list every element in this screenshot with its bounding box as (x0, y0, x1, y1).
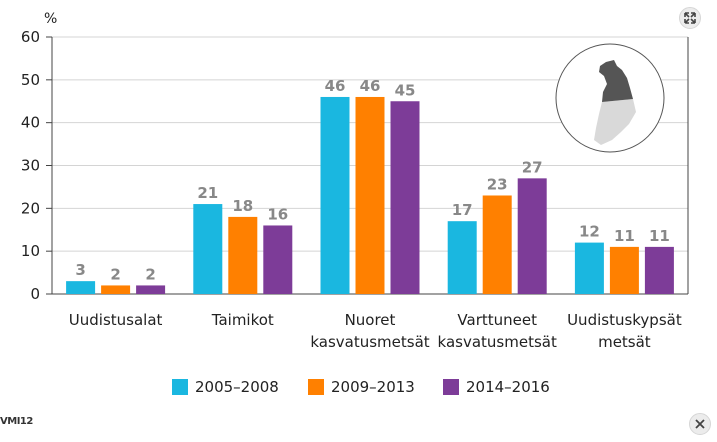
y-tick-label: 30 (21, 157, 40, 175)
legend: 2005–2008 2009–2013 2014–2016 (0, 378, 717, 400)
finland-map-north (599, 60, 633, 102)
bar (517, 178, 547, 294)
bars (66, 96, 674, 294)
category-label: Uudistuskypsät (567, 311, 682, 329)
y-tick-label: 50 (21, 71, 40, 89)
bar (482, 195, 512, 294)
bar (228, 216, 258, 294)
data-label: 2 (145, 265, 155, 283)
finland-map-south (594, 99, 636, 145)
y-tick-label: 10 (21, 242, 40, 260)
close-icon (695, 419, 705, 429)
data-label: 12 (579, 223, 600, 241)
data-label: 45 (395, 81, 416, 99)
bar (193, 204, 223, 294)
legend-label: 2009–2013 (331, 378, 415, 396)
bar (101, 285, 131, 294)
y-tick-label: 0 (30, 285, 40, 303)
category-label: Uudistusalat (69, 311, 163, 329)
data-labels: 3 2 2 21 18 16 46 46 45 17 23 27 12 11 11 (75, 77, 669, 283)
y-tick-label: 60 (21, 28, 40, 46)
data-label: 27 (522, 158, 543, 176)
legend-label: 2005–2008 (195, 378, 279, 396)
y-tick-label: 40 (21, 114, 40, 132)
legend-item: 2009–2013 (308, 378, 415, 396)
data-label: 23 (487, 175, 508, 193)
category-label: kasvatusmetsät (310, 333, 429, 351)
expand-button[interactable] (679, 7, 701, 29)
bar (644, 246, 674, 294)
bar (263, 225, 293, 294)
finland-map-icon (555, 43, 665, 153)
data-label: 3 (75, 261, 85, 279)
category-label: metsät (598, 333, 651, 351)
category-labels: Uudistusalat Taimikot Nuoret kasvatusmetsät… (69, 311, 682, 351)
category-label: kasvatusmetsät (438, 333, 557, 351)
legend-label: 2014–2016 (466, 378, 550, 396)
data-label: 46 (325, 77, 346, 95)
bar (447, 221, 477, 294)
bar (609, 246, 639, 294)
expand-icon (684, 12, 696, 24)
legend-swatch (443, 379, 459, 395)
category-label: Nuoret (345, 311, 396, 329)
legend-swatch (172, 379, 188, 395)
bar (355, 96, 385, 294)
bar (574, 242, 604, 294)
data-label: 11 (614, 227, 635, 245)
close-button[interactable] (689, 413, 711, 435)
source-label: VMI12 (0, 416, 33, 427)
y-unit-label: % (44, 11, 57, 27)
y-tick-label: 20 (21, 199, 40, 217)
bar (66, 281, 96, 294)
data-label: 21 (197, 184, 218, 202)
data-label: 11 (649, 227, 670, 245)
data-label: 18 (232, 197, 253, 215)
category-label: Taimikot (211, 311, 274, 329)
legend-item: 2005–2008 (172, 378, 279, 396)
data-label: 2 (110, 265, 120, 283)
bar (320, 96, 350, 294)
bar (390, 101, 420, 294)
data-label: 17 (452, 201, 473, 219)
bar (136, 285, 166, 294)
data-label: 16 (267, 205, 288, 223)
legend-swatch (308, 379, 324, 395)
data-label: 46 (360, 77, 381, 95)
legend-item: 2014–2016 (443, 378, 550, 396)
category-label: Varttuneet (457, 311, 537, 329)
